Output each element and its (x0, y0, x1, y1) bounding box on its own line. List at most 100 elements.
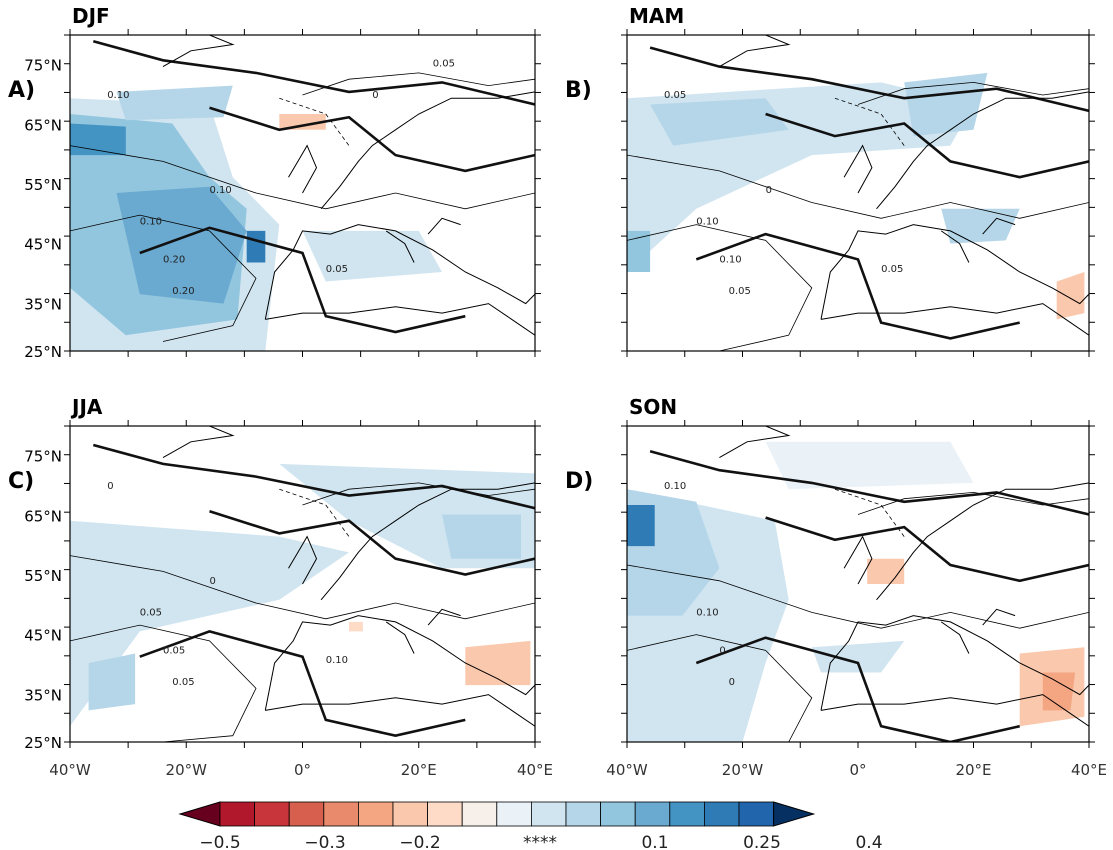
contour-label: 0 (210, 576, 216, 587)
contour-label: 0.20 (172, 286, 194, 297)
lon-label: 40°W (606, 761, 648, 779)
positive-correlation-shading (811, 640, 905, 673)
contour-label: 0 (107, 481, 113, 492)
colorbar-swatch (323, 801, 359, 827)
dashed-contour (279, 488, 350, 537)
lon-label: 0° (294, 761, 311, 779)
thin-contour (627, 224, 813, 351)
panel-letter: A) (8, 78, 35, 103)
colorbar-swatch (288, 801, 325, 827)
coastline (719, 426, 791, 459)
contour-label: 0 (719, 646, 725, 657)
panel-map-area: 0.05 0.10 0.10 0.05 0.05 0 (627, 35, 1089, 351)
lat-label: 65°N (24, 507, 62, 525)
coastline (288, 535, 318, 585)
colorbar-swatch (392, 801, 428, 827)
contour-label: 0.10 (210, 185, 232, 196)
thin-contour (302, 482, 535, 506)
lon-label: 20°E (955, 761, 991, 779)
dashed-contour (279, 97, 350, 146)
colorbar-tick-label: −0.2 (399, 833, 440, 850)
coastline (982, 217, 1016, 235)
contour-label: 0.20 (163, 255, 185, 266)
panel-map-area: 0 0.05 0.05 0.05 0.10 0 (70, 426, 535, 742)
coastline (320, 482, 535, 601)
panel-son: 0.10 0.10 0 0 SON D) 40°W 20°W 0° 20°E 40°E (565, 395, 1107, 779)
zero-contour (209, 510, 535, 576)
lon-label: 40°W (49, 761, 91, 779)
contour-label: 0.05 (664, 90, 686, 101)
colorbar-arrow-low (178, 801, 221, 827)
panel-map-area: 0.10 0.10 0 0 (627, 426, 1089, 742)
panel-map-area: 0.10 0.10 0.20 0.20 0.05 0.10 0.05 0 (70, 35, 535, 351)
thin-contour (70, 555, 535, 620)
lon-label: 20°W (722, 761, 764, 779)
panel-letter: C) (8, 469, 34, 494)
negative-correlation-shading (1056, 272, 1085, 320)
coastline (843, 535, 873, 585)
coastline (820, 224, 1089, 320)
coastline (162, 35, 235, 68)
contour-label: 0.05 (163, 646, 185, 657)
negative-correlation-shading (1042, 672, 1076, 711)
negative-correlation-shading (867, 558, 905, 584)
coastline (719, 35, 791, 68)
negative-correlation-shading (349, 621, 363, 632)
season-title: JJA (70, 395, 103, 419)
thin-contour (857, 491, 1089, 515)
coastline (264, 224, 535, 320)
contour-label: 0.05 (172, 677, 194, 688)
colorbar-swatch (461, 801, 498, 827)
coastline (264, 615, 535, 711)
coastline (385, 621, 415, 654)
lon-label: 20°E (401, 761, 437, 779)
contour-label: 0.05 (881, 264, 903, 275)
zero-contour (649, 46, 1089, 113)
season-title: SON (629, 395, 677, 419)
negative-correlation-shading (279, 114, 326, 130)
thin-contour (627, 634, 813, 742)
zero-contour (92, 40, 535, 106)
coastline (876, 91, 1089, 210)
lat-label: 25°N (24, 734, 62, 752)
zero-contour (695, 636, 1020, 742)
colorbar-tick-label: **** (523, 833, 557, 850)
positive-correlation-shading (246, 230, 266, 263)
season-title: DJF (72, 4, 110, 28)
coastline (385, 230, 415, 263)
zero-contour (765, 112, 1089, 179)
contour-label: 0.05 (326, 264, 348, 275)
colorbar-tick-label: 0.4 (855, 833, 882, 850)
colorbar-swatch (704, 801, 740, 827)
lat-label: 75°N (24, 448, 62, 466)
coastline (265, 694, 535, 727)
coastline (843, 144, 873, 194)
lat-label: 75°N (24, 57, 62, 75)
contour-label: 0.10 (664, 481, 686, 492)
colorbar-arrow-high (773, 801, 816, 827)
positive-correlation-shading (70, 520, 349, 727)
coastline (940, 621, 970, 654)
colorbar-tick-label: −0.3 (304, 833, 345, 850)
zero-contour (765, 516, 1089, 583)
positive-correlation-shading (627, 505, 655, 547)
colorbar-swatch (600, 801, 636, 827)
panel-jja: 0 0.05 0.05 0.05 0.10 0 JJA C) 75°N 65°N 55°N 45°N 3… (8, 395, 553, 779)
positive-correlation-shading (116, 85, 233, 121)
lat-label: 25°N (24, 343, 62, 361)
coastline (427, 608, 461, 626)
thin-contour (627, 154, 1089, 219)
colorbar-swatch (531, 801, 567, 827)
positive-correlation-shading (904, 72, 988, 137)
contour-label: 0.05 (729, 286, 751, 297)
coastline (162, 426, 235, 459)
lat-label: 65°N (24, 116, 62, 134)
zero-contour (139, 226, 466, 334)
thin-contour (70, 624, 257, 742)
lat-label: 35°N (24, 295, 62, 313)
positive-correlation-shading (627, 230, 651, 272)
positive-correlation-shading (88, 653, 136, 711)
contour-label: 0.10 (107, 90, 129, 101)
contour-label: 0 (766, 185, 772, 196)
